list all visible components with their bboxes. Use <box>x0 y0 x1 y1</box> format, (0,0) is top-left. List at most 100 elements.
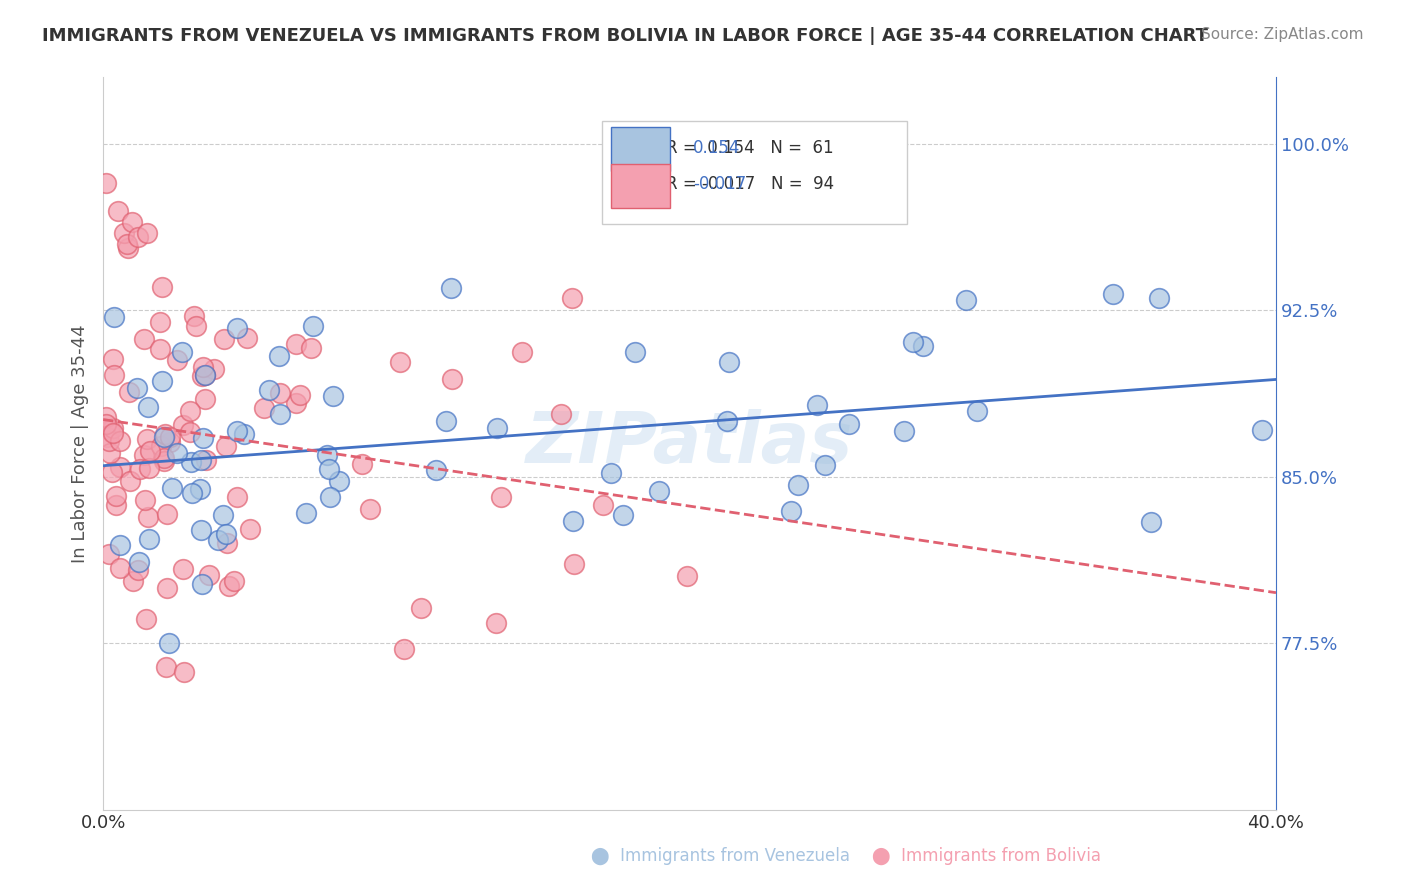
Point <box>194 368 217 383</box>
Point <box>207 533 229 548</box>
Point <box>561 291 583 305</box>
Point <box>489 490 512 504</box>
Point <box>239 522 262 536</box>
Point <box>96 430 118 444</box>
Point <box>153 427 176 442</box>
Point <box>966 404 988 418</box>
Point <box>193 359 215 374</box>
Point <box>132 332 155 346</box>
Point <box>955 293 977 307</box>
Point <box>612 508 634 522</box>
Point <box>624 345 647 359</box>
Point <box>122 574 145 588</box>
Point <box>592 498 614 512</box>
Point <box>150 280 173 294</box>
Point <box>125 381 148 395</box>
Point <box>103 368 125 382</box>
Point <box>350 457 373 471</box>
Text: Source: ZipAtlas.com: Source: ZipAtlas.com <box>1201 27 1364 42</box>
Point <box>319 490 342 504</box>
Point <box>780 503 803 517</box>
Point <box>214 439 236 453</box>
FancyBboxPatch shape <box>612 128 669 171</box>
Point <box>136 226 159 240</box>
Point <box>194 453 217 467</box>
Point <box>118 475 141 489</box>
Point <box>159 430 181 444</box>
Point <box>105 499 128 513</box>
Point <box>284 396 307 410</box>
Point <box>1147 291 1170 305</box>
Point <box>108 460 131 475</box>
Point <box>648 483 671 498</box>
Point <box>108 538 131 552</box>
Point <box>112 226 135 240</box>
Point <box>108 561 131 575</box>
Point <box>160 481 183 495</box>
Point <box>441 372 464 386</box>
Point <box>101 465 124 479</box>
Point <box>128 555 150 569</box>
Point <box>295 506 318 520</box>
Text: R =  0.154   N =  61: R = 0.154 N = 61 <box>666 139 834 157</box>
Point <box>485 420 508 434</box>
Point <box>269 386 291 401</box>
Point <box>94 417 117 431</box>
Point <box>172 417 194 432</box>
Point <box>389 355 412 369</box>
Point <box>159 434 181 449</box>
Point <box>98 547 121 561</box>
Point <box>115 236 138 251</box>
Point <box>814 458 837 472</box>
Point <box>269 407 291 421</box>
Point <box>127 564 149 578</box>
Point <box>157 636 180 650</box>
Point <box>676 569 699 583</box>
Point <box>411 601 433 615</box>
Point <box>599 466 621 480</box>
Point <box>107 203 129 218</box>
Point <box>392 641 415 656</box>
Point <box>105 489 128 503</box>
Point <box>218 579 240 593</box>
FancyBboxPatch shape <box>602 121 907 224</box>
Point <box>94 176 117 190</box>
Point <box>173 665 195 680</box>
Point <box>787 478 810 492</box>
Point <box>215 536 238 550</box>
Point <box>194 368 217 382</box>
Point <box>153 454 176 468</box>
Point <box>550 407 572 421</box>
Point <box>194 392 217 406</box>
Point <box>1251 423 1274 437</box>
Point <box>893 424 915 438</box>
Point <box>302 318 325 333</box>
Point <box>179 403 201 417</box>
Point <box>717 354 740 368</box>
Point <box>215 527 238 541</box>
Point <box>136 510 159 524</box>
Point <box>190 523 212 537</box>
Point <box>129 462 152 476</box>
Point <box>226 490 249 504</box>
Point <box>1102 286 1125 301</box>
Point <box>222 574 245 588</box>
Point <box>901 335 924 350</box>
Point <box>318 462 340 476</box>
Point <box>191 577 214 591</box>
Point <box>190 453 212 467</box>
Point <box>212 332 235 346</box>
Point <box>434 414 457 428</box>
Point <box>716 414 738 428</box>
Text: ⬤  Immigrants from Bolivia: ⬤ Immigrants from Bolivia <box>872 847 1101 865</box>
Point <box>101 425 124 440</box>
Point <box>225 321 247 335</box>
Point <box>149 315 172 329</box>
Point <box>288 387 311 401</box>
Point <box>179 425 201 439</box>
Point <box>181 485 204 500</box>
Point <box>191 431 214 445</box>
Point <box>188 482 211 496</box>
Point <box>172 562 194 576</box>
Point <box>236 331 259 345</box>
